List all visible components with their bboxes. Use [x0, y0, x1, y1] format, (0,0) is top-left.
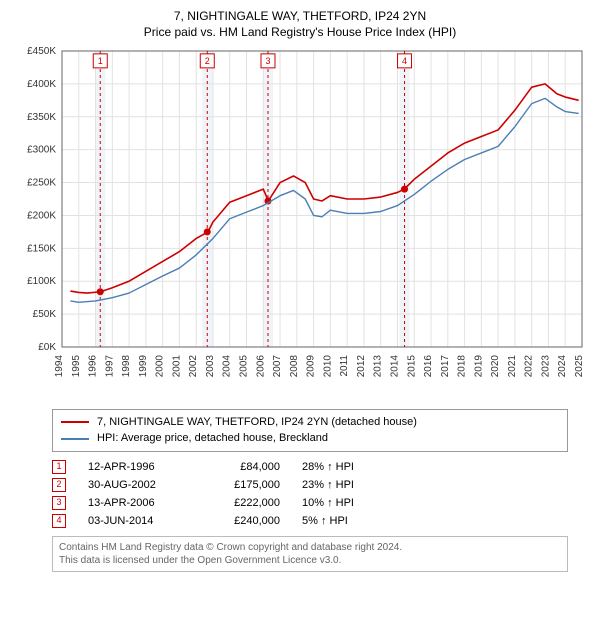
svg-text:2025: 2025	[574, 354, 585, 377]
svg-text:2010: 2010	[322, 354, 333, 377]
svg-text:£200K: £200K	[27, 210, 56, 221]
svg-text:2012: 2012	[356, 354, 367, 377]
svg-text:2: 2	[205, 56, 210, 66]
legend-row: HPI: Average price, detached house, Brec…	[61, 430, 559, 447]
transaction-marker: 3	[52, 496, 66, 510]
svg-text:2004: 2004	[222, 354, 233, 377]
svg-text:2024: 2024	[557, 354, 568, 377]
svg-text:2013: 2013	[373, 354, 384, 377]
footnote-line: This data is licensed under the Open Gov…	[59, 554, 561, 567]
svg-text:£300K: £300K	[27, 144, 56, 155]
svg-text:1996: 1996	[88, 354, 99, 377]
transactions-table: 1 12-APR-1996 £84,000 28% ↑ HPI 2 30-AUG-2002…	[52, 458, 568, 530]
svg-text:£50K: £50K	[33, 309, 57, 320]
transaction-row: 2 30-AUG-2002 £175,000 23% ↑ HPI	[52, 476, 568, 494]
svg-text:£150K: £150K	[27, 243, 56, 254]
legend-label: 7, NIGHTINGALE WAY, THETFORD, IP24 2YN (…	[97, 414, 417, 431]
svg-text:2016: 2016	[423, 354, 434, 377]
svg-text:1997: 1997	[104, 354, 115, 377]
svg-text:£100K: £100K	[27, 276, 56, 287]
transaction-marker: 2	[52, 478, 66, 492]
legend-swatch	[61, 421, 89, 423]
transaction-marker: 4	[52, 514, 66, 528]
price-chart: £0K £50K £100K £150K £200K £250K £300K £350K £40…	[12, 45, 588, 405]
svg-text:2008: 2008	[289, 354, 300, 377]
transaction-date: 12-APR-1996	[88, 461, 188, 473]
svg-text:3: 3	[265, 56, 270, 66]
footnote-line: Contains HM Land Registry data © Crown c…	[59, 541, 561, 554]
svg-text:2005: 2005	[239, 354, 250, 377]
transaction-diff: 23% ↑ HPI	[302, 479, 392, 491]
svg-text:£400K: £400K	[27, 79, 56, 90]
transaction-price: £84,000	[210, 461, 280, 473]
svg-text:2003: 2003	[205, 354, 216, 377]
svg-text:£450K: £450K	[27, 46, 56, 57]
svg-text:2023: 2023	[540, 354, 551, 377]
chart-title: 7, NIGHTINGALE WAY, THETFORD, IP24 2YN	[12, 8, 588, 25]
svg-text:2002: 2002	[188, 354, 199, 377]
svg-text:2018: 2018	[457, 354, 468, 377]
transaction-price: £240,000	[210, 515, 280, 527]
transaction-date: 03-JUN-2014	[88, 515, 188, 527]
svg-text:2017: 2017	[440, 354, 451, 377]
legend-swatch	[61, 438, 89, 440]
svg-text:2019: 2019	[473, 354, 484, 377]
legend-label: HPI: Average price, detached house, Brec…	[97, 430, 328, 447]
transaction-marker: 1	[52, 460, 66, 474]
svg-text:2011: 2011	[339, 354, 350, 376]
legend: 7, NIGHTINGALE WAY, THETFORD, IP24 2YN (…	[52, 409, 568, 452]
legend-row: 7, NIGHTINGALE WAY, THETFORD, IP24 2YN (…	[61, 414, 559, 431]
svg-text:1999: 1999	[138, 354, 149, 377]
svg-text:£350K: £350K	[27, 112, 56, 123]
svg-text:2007: 2007	[272, 354, 283, 377]
transaction-date: 13-APR-2006	[88, 497, 188, 509]
svg-text:1995: 1995	[71, 354, 82, 377]
svg-text:1: 1	[98, 56, 103, 66]
svg-text:2014: 2014	[389, 354, 400, 377]
svg-text:1994: 1994	[54, 354, 65, 377]
transaction-price: £222,000	[210, 497, 280, 509]
transaction-row: 4 03-JUN-2014 £240,000 5% ↑ HPI	[52, 512, 568, 530]
svg-text:2000: 2000	[155, 354, 166, 377]
footnote: Contains HM Land Registry data © Crown c…	[52, 536, 568, 572]
svg-text:2022: 2022	[524, 354, 535, 377]
svg-text:4: 4	[402, 56, 407, 66]
transaction-row: 1 12-APR-1996 £84,000 28% ↑ HPI	[52, 458, 568, 476]
transaction-date: 30-AUG-2002	[88, 479, 188, 491]
transaction-diff: 5% ↑ HPI	[302, 515, 392, 527]
svg-text:2001: 2001	[171, 354, 182, 377]
svg-text:£0K: £0K	[38, 342, 56, 353]
svg-text:1998: 1998	[121, 354, 132, 377]
svg-text:2015: 2015	[406, 354, 417, 377]
transaction-diff: 28% ↑ HPI	[302, 461, 392, 473]
svg-text:£250K: £250K	[27, 177, 56, 188]
chart-subtitle: Price paid vs. HM Land Registry's House …	[12, 25, 588, 39]
svg-text:2009: 2009	[306, 354, 317, 377]
svg-text:2021: 2021	[507, 354, 518, 377]
svg-text:2006: 2006	[255, 354, 266, 377]
svg-text:2020: 2020	[490, 354, 501, 377]
transaction-row: 3 13-APR-2006 £222,000 10% ↑ HPI	[52, 494, 568, 512]
transaction-price: £175,000	[210, 479, 280, 491]
transaction-diff: 10% ↑ HPI	[302, 497, 392, 509]
